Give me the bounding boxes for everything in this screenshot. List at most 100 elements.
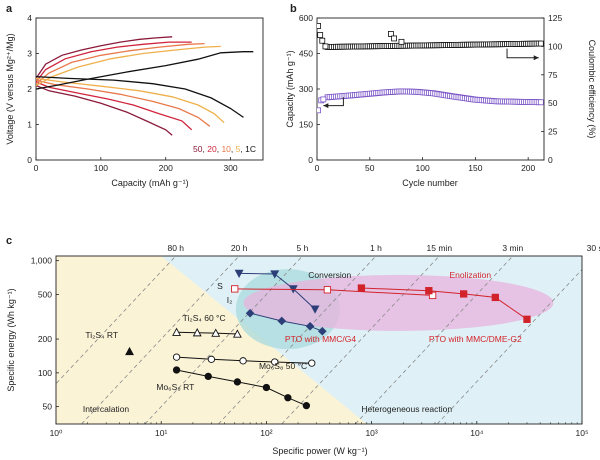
panel-c-point-PTO with MMC/G4 <box>428 291 437 300</box>
panel-c-x-tick-label: 10⁴ <box>470 428 483 438</box>
panel-c-point-Mo6S8 RT <box>262 383 271 392</box>
panel-a-x-tick-label: 200 <box>159 163 173 173</box>
panel-c-point-PTO with MMC/G4 <box>231 285 239 293</box>
panel-b-point-efficiency <box>388 31 394 37</box>
panel-c-point-S <box>234 269 244 279</box>
panel-b-point-efficiency <box>391 35 397 42</box>
panel-c-top-time-label: 20 h <box>231 243 248 253</box>
panel-c-point-I2 <box>277 316 287 326</box>
panel-c-top-time-label: 30 s <box>587 243 600 253</box>
panel-c-point-Mo6S8 50 °C <box>239 357 247 365</box>
panel-c-region-label-enolization: Enolization <box>449 270 491 280</box>
panel-a-discharge-curve-50C <box>36 84 173 136</box>
panel-c-iso-time-line <box>144 256 303 424</box>
panel-c-point-Mo6S8 50 °C <box>271 358 279 366</box>
panel-a-x-tick-label: 0 <box>34 163 39 173</box>
panel-c-x-tick-label: 10¹ <box>155 428 167 438</box>
panel-b-y-tick-label: 0 <box>308 155 313 165</box>
panel-c-point-PTO with MMC/DME-G2 <box>357 284 366 292</box>
panel-b-arrow-capacity <box>323 97 344 107</box>
panel-c-point-Mo6S8 RT <box>284 394 292 402</box>
panel-b-point-efficiency <box>398 38 405 45</box>
panel-b-x-tick-label: 100 <box>415 163 429 173</box>
panel-c-region-intercalation <box>56 256 367 424</box>
panel-b-point-efficiency <box>322 43 329 50</box>
panel-b-y-tick-label: 600 <box>299 13 313 23</box>
panel-c-top-time-label: 1 h <box>370 243 382 253</box>
panel-c-point-PTO with MMC/DME-G2 <box>425 287 433 295</box>
panel-c-point-I2 <box>317 326 327 336</box>
panel-c-region-enolization <box>243 274 554 331</box>
panel-c-iso-time-line <box>436 268 582 424</box>
panel-b-letter: b <box>290 3 297 15</box>
panel-c-point-Ti2S4 60 °C <box>192 328 202 337</box>
panel-c-top-time-label: 3 min <box>502 243 523 253</box>
panel-b-y2-label: Coulombic efficiency (%) <box>587 40 597 139</box>
panel-b-arrow-capacity-head <box>323 103 329 109</box>
panel-b-frame <box>316 17 545 161</box>
panel-a-charge-curve-50C <box>36 36 173 79</box>
panel-c-region-label-intercalation: Intercalation <box>83 404 130 414</box>
panel-b-y2-tick-label: 125 <box>548 13 562 23</box>
panel-a-chart: 0 100 200 300 0 1 2 3 4 Capacity (mAh g⁻¹) Volta… <box>5 13 264 188</box>
panel-c-iso-time-line <box>281 256 440 424</box>
panel-c-y-tick-label: 50 <box>43 402 53 412</box>
panel-c-letter: c <box>6 235 12 247</box>
panel-c-point-PTO with MMC/DME-G2 <box>491 293 499 302</box>
panel-c-x-tick-label: 10² <box>260 428 272 438</box>
panel-b-point-efficiency <box>537 40 544 47</box>
panel-c-top-time-label: 15 min <box>427 243 453 253</box>
panel-a-legend-separator: , <box>231 144 236 154</box>
panel-b-x-tick-label: 50 <box>365 163 375 173</box>
panel-a-y-tick-label: 1 <box>27 120 32 130</box>
panel-c-x-label: Specific power (W kg⁻¹) <box>272 446 367 456</box>
panel-c-frame <box>55 255 583 425</box>
panel-c-series-label-Mo6S8 50 °C: Mo₆S₈ 50 °C <box>259 361 307 371</box>
panel-a-legend-item: 5 <box>236 144 241 154</box>
panel-a-charge-curve-10C <box>36 42 205 85</box>
panel-c-x-tick-label: 10⁰ <box>50 428 63 438</box>
panel-b-y2-tick-label: 25 <box>548 127 558 137</box>
panel-b-point-efficiency <box>317 32 324 38</box>
panel-a-legend-item: 10 <box>221 144 231 154</box>
panel-a-discharge-curve-10C <box>36 79 211 127</box>
panel-c-series-label-PTO with MMC/DME-G2: PTO with MMC/DME-G2 <box>429 334 522 344</box>
panel-c-point-I2 <box>305 321 315 331</box>
panel-b-point-efficiency <box>317 23 321 29</box>
panel-c-y-tick-label: 200 <box>38 334 52 344</box>
panel-c-y-label: Specific energy (Wh kg⁻¹) <box>6 288 16 391</box>
panel-c-iso-time-line <box>56 256 177 385</box>
panel-b-y-label: Capacity (mAh g⁻¹) <box>285 50 295 127</box>
panel-a-discharge-curve-1C <box>36 75 244 118</box>
panel-a-y-tick-label: 4 <box>27 13 32 23</box>
panel-a-x-label: Capacity (mAh g⁻¹) <box>111 178 188 188</box>
panel-c-region-label-conversion: Conversion <box>308 270 351 280</box>
panel-c-point-PTO with MMC/G4 <box>323 286 332 294</box>
panel-a-x-tick-label: 100 <box>94 163 108 173</box>
panel-c-series-label-I2: I₂ <box>227 295 233 305</box>
panel-b-arrow-efficiency-head <box>533 55 539 61</box>
panel-a-y-tick-label: 2 <box>27 84 32 94</box>
panel-c-point-Ti2S4 60 °C <box>232 329 242 338</box>
panel-b-y2-tick-label: 75 <box>548 70 558 80</box>
panel-c-series-label-Ti2S4 RT: Ti₂S₄ RT <box>85 330 118 340</box>
panel-c-point-Mo6S8 RT <box>204 372 212 381</box>
panel-c-region-label-heterogeneous: Heterogeneous reaction <box>361 404 452 414</box>
panel-c-point-Mo6S8 50 °C <box>207 355 216 363</box>
panel-c-top-time-label: 5 h <box>297 243 309 253</box>
panel-b-point-capacity <box>537 99 544 106</box>
panel-c-point-Mo6S8 RT <box>302 402 311 410</box>
panel-c-point-Ti2S4 60 °C <box>172 327 182 336</box>
panel-b-point-efficiency <box>319 37 326 44</box>
panel-a-legend: 50, 20, 10, 5, 1C <box>193 144 256 154</box>
panel-c-point-Mo6S8 RT <box>233 378 242 386</box>
panel-a-charge-curve-20C <box>36 41 192 83</box>
panel-a-legend-item: 20 <box>207 144 217 154</box>
panel-b-y2-tick-label: 0 <box>548 155 553 165</box>
panel-c-point-Ti2S4 60 °C <box>211 328 221 337</box>
panel-a-x-tick-label: 300 <box>223 163 237 173</box>
panel-a-y-tick-label: 3 <box>27 49 32 59</box>
panel-c-x-tick-label: 10⁵ <box>576 428 589 438</box>
panel-c-point-Mo6S8 50 °C <box>308 359 316 367</box>
